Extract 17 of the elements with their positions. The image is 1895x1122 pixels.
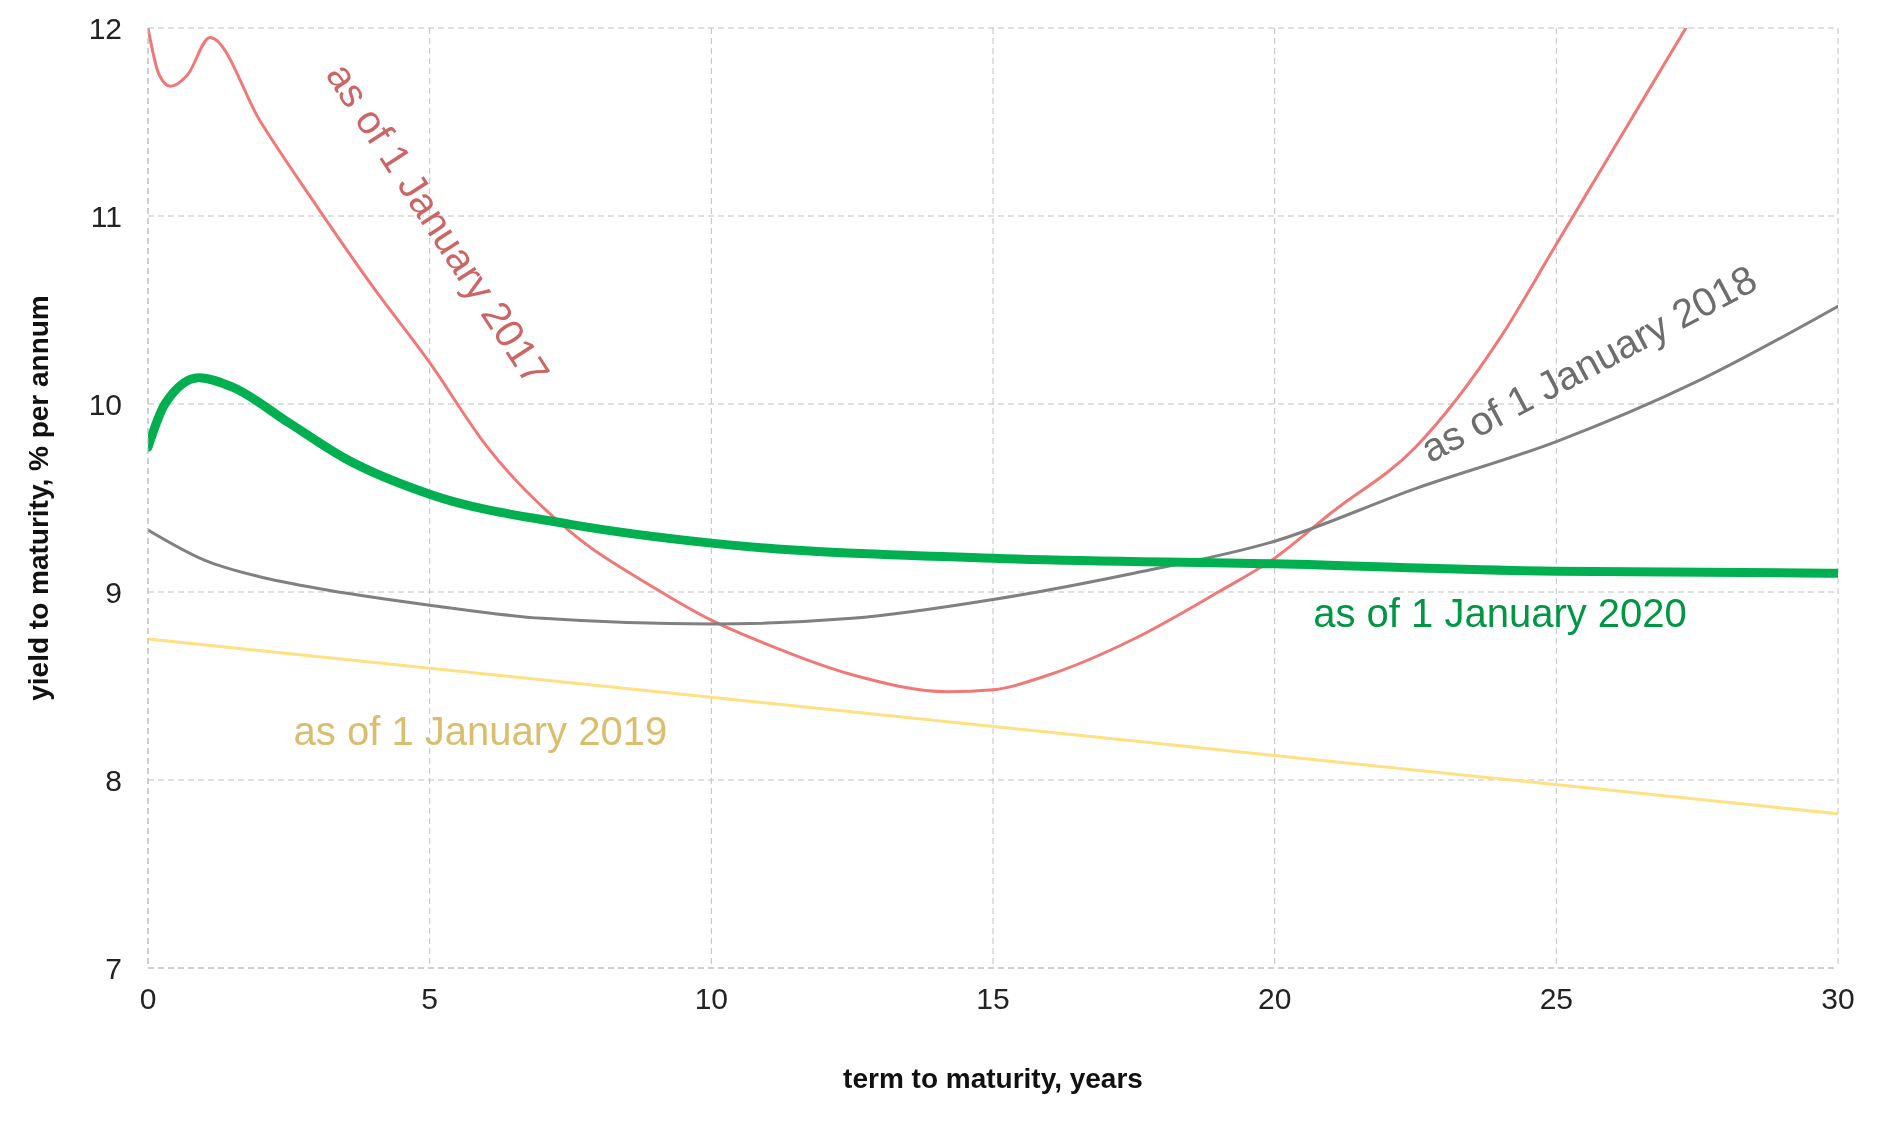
y-axis-title: yield to maturity, % per annum: [22, 295, 54, 701]
x-tick-label: 15: [976, 982, 1010, 1016]
series-label: as of 1 January 2020: [1313, 591, 1687, 635]
x-tick-label: 25: [1539, 982, 1574, 1016]
y-tick-label: 11: [90, 199, 122, 233]
y-tick-label: 7: [105, 951, 122, 985]
x-axis-title: term to maturity, years: [843, 1063, 1143, 1094]
x-tick-label: 30: [1821, 982, 1855, 1016]
x-tick-label: 5: [421, 982, 439, 1016]
y-tick-label: 12: [88, 11, 122, 45]
y-tick-label: 10: [88, 387, 122, 421]
x-tick-label: 10: [694, 982, 729, 1016]
series-label: as of 1 January 2019: [293, 709, 668, 754]
y-tick-label: 9: [105, 575, 122, 609]
x-tick-label: 0: [139, 982, 157, 1016]
x-tick-label: 20: [1257, 982, 1292, 1016]
y-tick-label: 8: [105, 763, 122, 797]
